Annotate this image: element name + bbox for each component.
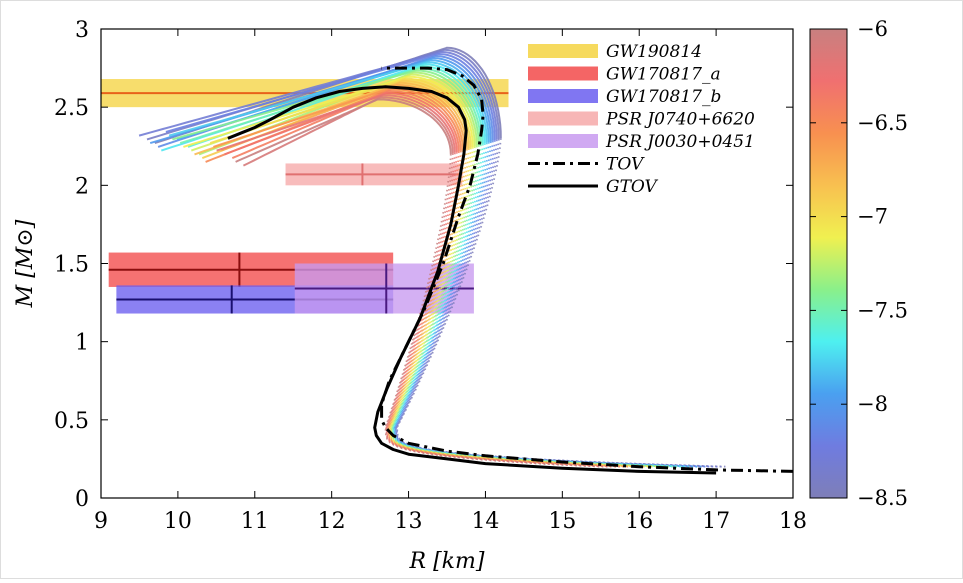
colorbar-tick-label: −8.5 [857, 486, 908, 510]
x-tick-label: 11 [241, 509, 269, 534]
colorbar: −6 −6.5 −7 −7.5 −8 −8.5 [809, 17, 908, 510]
y-tick: 1.5 [54, 253, 793, 278]
x-tick: 11 [241, 29, 269, 534]
colorbar-tick-label: −7.5 [857, 298, 908, 322]
colorbar-tick-label: −6 [857, 17, 888, 41]
x-tick: 15 [548, 29, 576, 534]
colorbar-tick: −7 [810, 205, 888, 229]
y-tick-label: 2.5 [54, 96, 89, 121]
colorbar-tick: −8.5 [810, 486, 908, 510]
colorbar-tick: −7.5 [810, 298, 908, 322]
legend-label: GW190814 [606, 42, 702, 62]
colorbar-tick-label: −8 [857, 392, 888, 416]
eos-curve [138, 50, 498, 140]
eos-curve-unstable [392, 143, 688, 468]
x-tick: 9 [94, 29, 108, 534]
legend-swatch [528, 134, 598, 148]
legend-item: GW170817_b [528, 87, 721, 107]
eos-curve-unstable [384, 154, 601, 468]
x-tick: 12 [318, 29, 346, 534]
colorbar-tick: −6 [810, 17, 888, 41]
legend-item: TOV [528, 155, 645, 175]
constraint-psr-j0740-6620 [285, 163, 463, 186]
legend-label: PSR J0030+0451 [605, 132, 755, 152]
eos-curve-unstable [393, 141, 703, 468]
x-tick-label: 14 [471, 509, 499, 534]
eos-curve-unstable [390, 146, 662, 468]
x-axis-label: R [km] [409, 549, 485, 574]
eos-curve-unstable [385, 153, 606, 468]
legend-label: GTOV [606, 177, 659, 197]
y-tick-label: 0 [75, 487, 89, 512]
y-tick: 1 [75, 331, 793, 356]
x-tick: 14 [471, 29, 499, 534]
y-tick: 2 [75, 174, 793, 199]
eos-curve [216, 94, 456, 153]
y-tick-label: 1 [75, 331, 89, 356]
legend-label: TOV [606, 155, 645, 175]
x-tick-label: 17 [702, 509, 730, 534]
eos-curve-unstable [387, 149, 637, 468]
legend-label: GW170817_b [606, 87, 721, 107]
y-tick-label: 0.5 [54, 409, 89, 434]
series-gtov [227, 85, 717, 475]
x-tick-label: 10 [164, 509, 192, 534]
x-tick: 17 [702, 29, 730, 534]
eos-curve [165, 53, 496, 141]
x-tick: 16 [625, 29, 653, 534]
eos-curve-unstable [385, 152, 617, 468]
eos-curve [172, 69, 480, 146]
x-tick: 13 [395, 29, 423, 534]
y-tick: 0 [75, 487, 793, 512]
colorbar-tick-label: −6.5 [857, 111, 908, 135]
legend-swatch [528, 89, 598, 103]
colorbar-gradient [809, 28, 848, 499]
eos-curve-unstable [394, 140, 708, 468]
legend-label: GW170817_a [606, 65, 721, 85]
legend-item: GW170817_a [528, 65, 721, 85]
y-tick-label: 1.5 [54, 253, 89, 278]
x-tick: 18 [779, 29, 807, 534]
eos-curve-unstable [388, 148, 647, 468]
x-tick-label: 9 [94, 509, 108, 534]
y-tick-label: 2 [75, 174, 89, 199]
x-tick-label: 12 [318, 509, 346, 534]
eos-curve [209, 77, 472, 148]
y-axis-label: M [M⊙] [13, 219, 38, 308]
eos-curve-unstable [387, 150, 632, 468]
legend-label: PSR J0740+6620 [605, 110, 755, 130]
x-tick-label: 16 [625, 509, 653, 534]
legend-swatch [528, 44, 598, 58]
colorbar-tick: −8 [810, 392, 888, 416]
eos-curve-unstable [396, 138, 728, 468]
eos-curve-unstable [395, 139, 723, 468]
eos-curve [168, 61, 488, 143]
legend-item: PSR J0740+6620 [528, 110, 755, 130]
legend-item: PSR J0030+0451 [528, 132, 755, 152]
x-tick-label: 18 [779, 509, 807, 534]
eos-curve [213, 86, 464, 151]
x-tick-label: 13 [395, 509, 423, 534]
y-tick: 2.5 [54, 96, 793, 121]
colorbar-tick-label: −7 [857, 205, 888, 229]
x-tick-label: 15 [548, 509, 576, 534]
eos-curve [235, 98, 452, 163]
legend-item: GTOV [528, 177, 659, 197]
y-tick: 3 [75, 18, 793, 43]
legend-swatch [528, 111, 598, 126]
x-tick: 10 [164, 29, 192, 534]
y-tick-label: 3 [75, 18, 89, 43]
y-tick: 0.5 [54, 409, 793, 434]
eos-curve-unstable [394, 140, 713, 468]
legend-swatch [528, 66, 598, 81]
legend-item: GW190814 [528, 42, 702, 62]
colorbar-tick: −6.5 [810, 111, 908, 135]
